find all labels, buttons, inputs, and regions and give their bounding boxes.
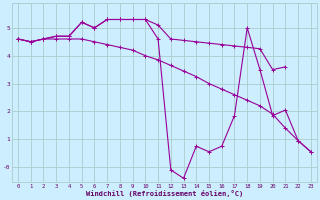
X-axis label: Windchill (Refroidissement éolien,°C): Windchill (Refroidissement éolien,°C) [86, 190, 243, 197]
